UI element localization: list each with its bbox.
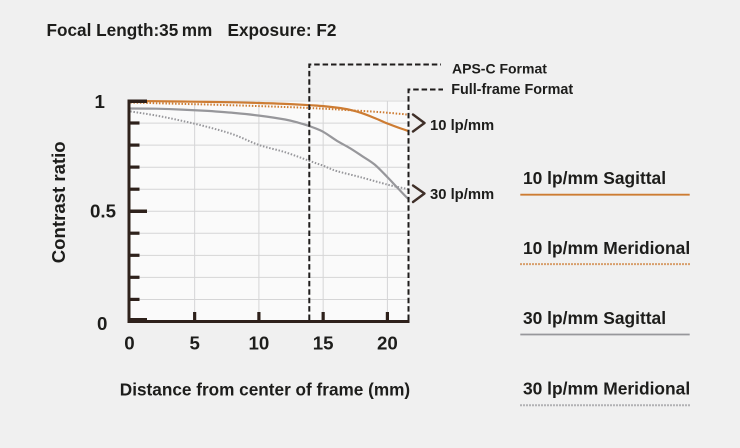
svg-text:APS-C Format: APS-C Format xyxy=(452,60,547,76)
svg-text:10 lp/mm Sagittal: 10 lp/mm Sagittal xyxy=(523,168,666,188)
svg-text:30 lp/mm: 30 lp/mm xyxy=(430,187,494,203)
svg-text:10 lp/mm Meridional: 10 lp/mm Meridional xyxy=(523,238,690,258)
svg-text:15: 15 xyxy=(313,333,334,354)
svg-text:30 lp/mm Meridional: 30 lp/mm Meridional xyxy=(523,378,690,398)
svg-text:20: 20 xyxy=(377,333,398,354)
svg-text:0.5: 0.5 xyxy=(90,201,116,222)
svg-text:30 lp/mm Sagittal: 30 lp/mm Sagittal xyxy=(523,308,666,328)
svg-text:1: 1 xyxy=(94,91,104,112)
svg-text:Exposure: F2: Exposure: F2 xyxy=(228,20,337,40)
svg-text:10 lp/mm: 10 lp/mm xyxy=(430,118,494,134)
svg-text:Focal Length:35 mm: Focal Length:35 mm xyxy=(47,20,213,40)
svg-text:5: 5 xyxy=(189,333,199,354)
svg-text:Contrast ratio: Contrast ratio xyxy=(48,141,69,263)
svg-text:Distance from center of frame: Distance from center of frame (mm) xyxy=(120,380,410,400)
svg-text:0: 0 xyxy=(97,313,107,334)
svg-text:Full-frame Format: Full-frame Format xyxy=(451,82,573,98)
svg-text:0: 0 xyxy=(124,333,134,354)
svg-text:10: 10 xyxy=(249,333,270,354)
